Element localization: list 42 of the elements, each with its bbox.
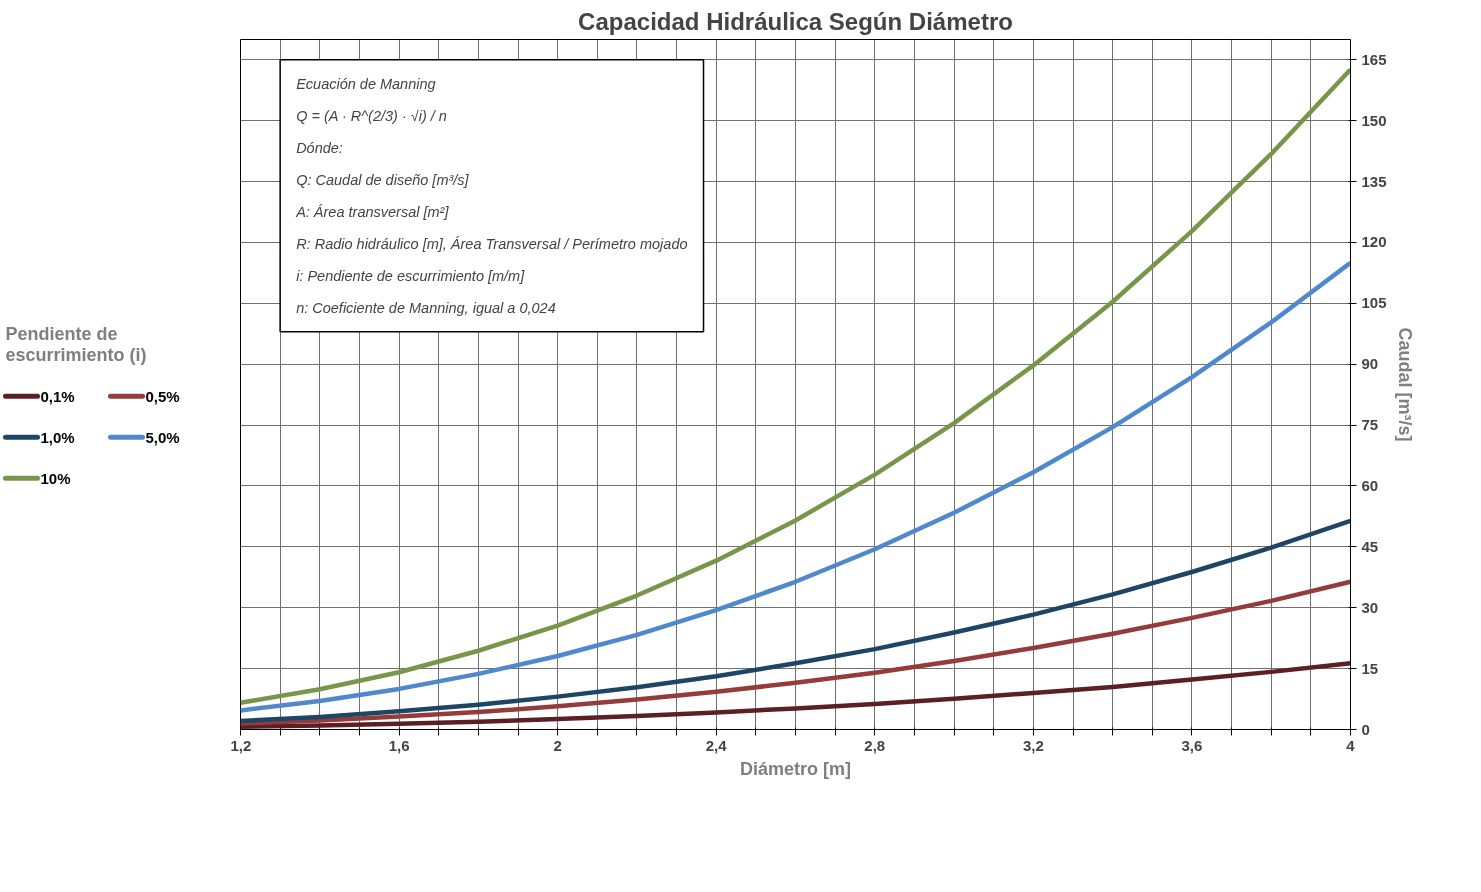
- line-series: [240, 260, 1351, 713]
- y-tick-label: 45: [1361, 537, 1379, 555]
- legend-label: 10%: [40, 469, 71, 487]
- annotation: n: Coeficiente de Manning, igual a 0,024: [296, 299, 556, 316]
- x-tick-label: 4: [1346, 736, 1356, 754]
- y-tick-label: 150: [1361, 111, 1387, 129]
- chart-title: Capacidad Hidráulica Según Diámetro: [578, 7, 1013, 35]
- x-tick-label: 2,4: [705, 736, 728, 754]
- annotation: Dónde:: [296, 139, 343, 156]
- x-tick-label: 1,2: [230, 736, 252, 754]
- annotation: R: Radio hidráulico [m], Área Transversal / Perímetro mojado: [296, 235, 688, 252]
- y-tick-label: 165: [1361, 50, 1387, 68]
- legend-label: 0,5%: [145, 387, 180, 405]
- y-tick-label: 120: [1361, 233, 1387, 251]
- legend-label: 1,0%: [40, 428, 75, 446]
- annotation: A: Área transversal [m²]: [295, 203, 450, 220]
- line-series: [240, 661, 1351, 729]
- x-tick-label: 2,8: [864, 736, 886, 754]
- x-tick-label: 3,6: [1181, 736, 1203, 754]
- legend-label: 0,1%: [40, 387, 75, 405]
- legend-title: Pendiente de escurrimiento (i): [5, 323, 147, 366]
- x-tick-label: 1,6: [388, 736, 410, 754]
- line-series: [240, 518, 1351, 724]
- annotation: Ecuación de Manning: [296, 75, 436, 92]
- y-axis-title: Caudal [m³/s]: [1394, 327, 1415, 442]
- y-tick-label: 60: [1361, 476, 1379, 494]
- x-axis-title: Diámetro [m]: [739, 758, 852, 779]
- y-tick-label: 90: [1361, 355, 1379, 373]
- y-tick-label: 135: [1361, 172, 1387, 190]
- y-tick-label: 15: [1361, 659, 1379, 677]
- y-tick-label: 75: [1361, 416, 1379, 434]
- x-tick-label: 2: [553, 736, 562, 754]
- annotation: Q = (A · R^(2/3) · √i) / n: [296, 107, 447, 124]
- annotation: i: Pendiente de escurrimiento [m/m]: [296, 267, 526, 284]
- y-tick-label: 105: [1361, 294, 1387, 312]
- annotation: Q: Caudal de diseño [m³/s]: [296, 171, 470, 188]
- x-tick-label: 3,2: [1022, 736, 1044, 754]
- line-series: [240, 579, 1351, 726]
- line-series: [240, 67, 1351, 705]
- y-tick-label: 0: [1361, 720, 1370, 738]
- legend-label: 5,0%: [145, 428, 180, 446]
- y-tick-label: 30: [1361, 598, 1379, 616]
